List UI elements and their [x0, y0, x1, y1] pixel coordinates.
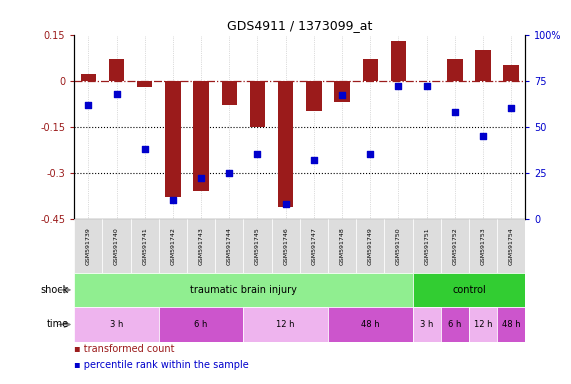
Bar: [413, 219, 441, 273]
Bar: [81, 74, 96, 81]
Text: 6 h: 6 h: [194, 320, 208, 329]
Bar: [469, 219, 497, 273]
Bar: [441, 307, 469, 342]
Bar: [243, 307, 328, 342]
Bar: [391, 41, 406, 81]
Point: [478, 133, 488, 139]
Bar: [159, 307, 243, 342]
Bar: [497, 307, 525, 342]
Bar: [222, 81, 237, 105]
Bar: [469, 307, 497, 342]
Point: [281, 201, 290, 207]
Bar: [165, 81, 180, 197]
Text: 12 h: 12 h: [474, 320, 492, 329]
Bar: [384, 219, 413, 273]
Point: [140, 146, 149, 152]
Text: GSM591743: GSM591743: [199, 227, 204, 265]
Bar: [356, 219, 384, 273]
Bar: [441, 219, 469, 273]
Text: 48 h: 48 h: [361, 320, 380, 329]
Text: traumatic brain injury: traumatic brain injury: [190, 285, 297, 295]
Bar: [413, 307, 441, 342]
Point: [451, 109, 460, 115]
Text: GSM591746: GSM591746: [283, 227, 288, 265]
Point: [168, 197, 178, 204]
Bar: [108, 59, 124, 81]
Bar: [278, 81, 293, 207]
Bar: [243, 219, 272, 273]
Bar: [447, 59, 463, 81]
Bar: [102, 219, 131, 273]
Text: GSM591754: GSM591754: [509, 227, 514, 265]
Text: 6 h: 6 h: [448, 320, 461, 329]
Bar: [475, 50, 491, 81]
Bar: [250, 81, 266, 127]
Point: [365, 151, 375, 157]
Bar: [504, 65, 519, 81]
Bar: [272, 219, 300, 273]
Text: time: time: [46, 319, 69, 329]
Text: ▪ percentile rank within the sample: ▪ percentile rank within the sample: [74, 360, 249, 370]
Bar: [187, 219, 215, 273]
Bar: [131, 219, 159, 273]
Bar: [74, 273, 412, 307]
Point: [84, 101, 93, 108]
Bar: [306, 81, 321, 111]
Bar: [137, 81, 152, 87]
Point: [422, 83, 431, 89]
Text: ▪ transformed count: ▪ transformed count: [74, 344, 175, 354]
Bar: [215, 219, 243, 273]
Point: [394, 83, 403, 89]
Text: GSM591740: GSM591740: [114, 227, 119, 265]
Point: [337, 92, 347, 98]
Text: control: control: [452, 285, 486, 295]
Text: GSM591742: GSM591742: [170, 227, 175, 265]
Bar: [413, 273, 525, 307]
Bar: [159, 219, 187, 273]
Text: 48 h: 48 h: [502, 320, 521, 329]
Bar: [497, 219, 525, 273]
Bar: [334, 81, 350, 102]
Point: [309, 157, 319, 163]
Bar: [300, 219, 328, 273]
Text: GSM591751: GSM591751: [424, 227, 429, 265]
Point: [112, 91, 121, 97]
Text: 12 h: 12 h: [276, 320, 295, 329]
Text: GSM591745: GSM591745: [255, 227, 260, 265]
Text: GSM591750: GSM591750: [396, 227, 401, 265]
Text: 3 h: 3 h: [420, 320, 433, 329]
Text: GSM591753: GSM591753: [481, 227, 485, 265]
Bar: [328, 307, 412, 342]
Point: [506, 105, 516, 111]
Text: GSM591748: GSM591748: [340, 227, 344, 265]
Bar: [74, 219, 102, 273]
Point: [253, 151, 262, 157]
Text: GSM591739: GSM591739: [86, 227, 91, 265]
Text: GSM591749: GSM591749: [368, 227, 373, 265]
Text: GSM591744: GSM591744: [227, 227, 232, 265]
Bar: [194, 81, 209, 191]
Text: GSM591741: GSM591741: [142, 227, 147, 265]
Point: [196, 175, 206, 181]
Bar: [74, 307, 159, 342]
Text: GSM591747: GSM591747: [311, 227, 316, 265]
Title: GDS4911 / 1373099_at: GDS4911 / 1373099_at: [227, 19, 372, 32]
Text: shock: shock: [41, 285, 69, 295]
Bar: [328, 219, 356, 273]
Point: [225, 170, 234, 176]
Text: GSM591752: GSM591752: [452, 227, 457, 265]
Text: 3 h: 3 h: [110, 320, 123, 329]
Bar: [363, 59, 378, 81]
